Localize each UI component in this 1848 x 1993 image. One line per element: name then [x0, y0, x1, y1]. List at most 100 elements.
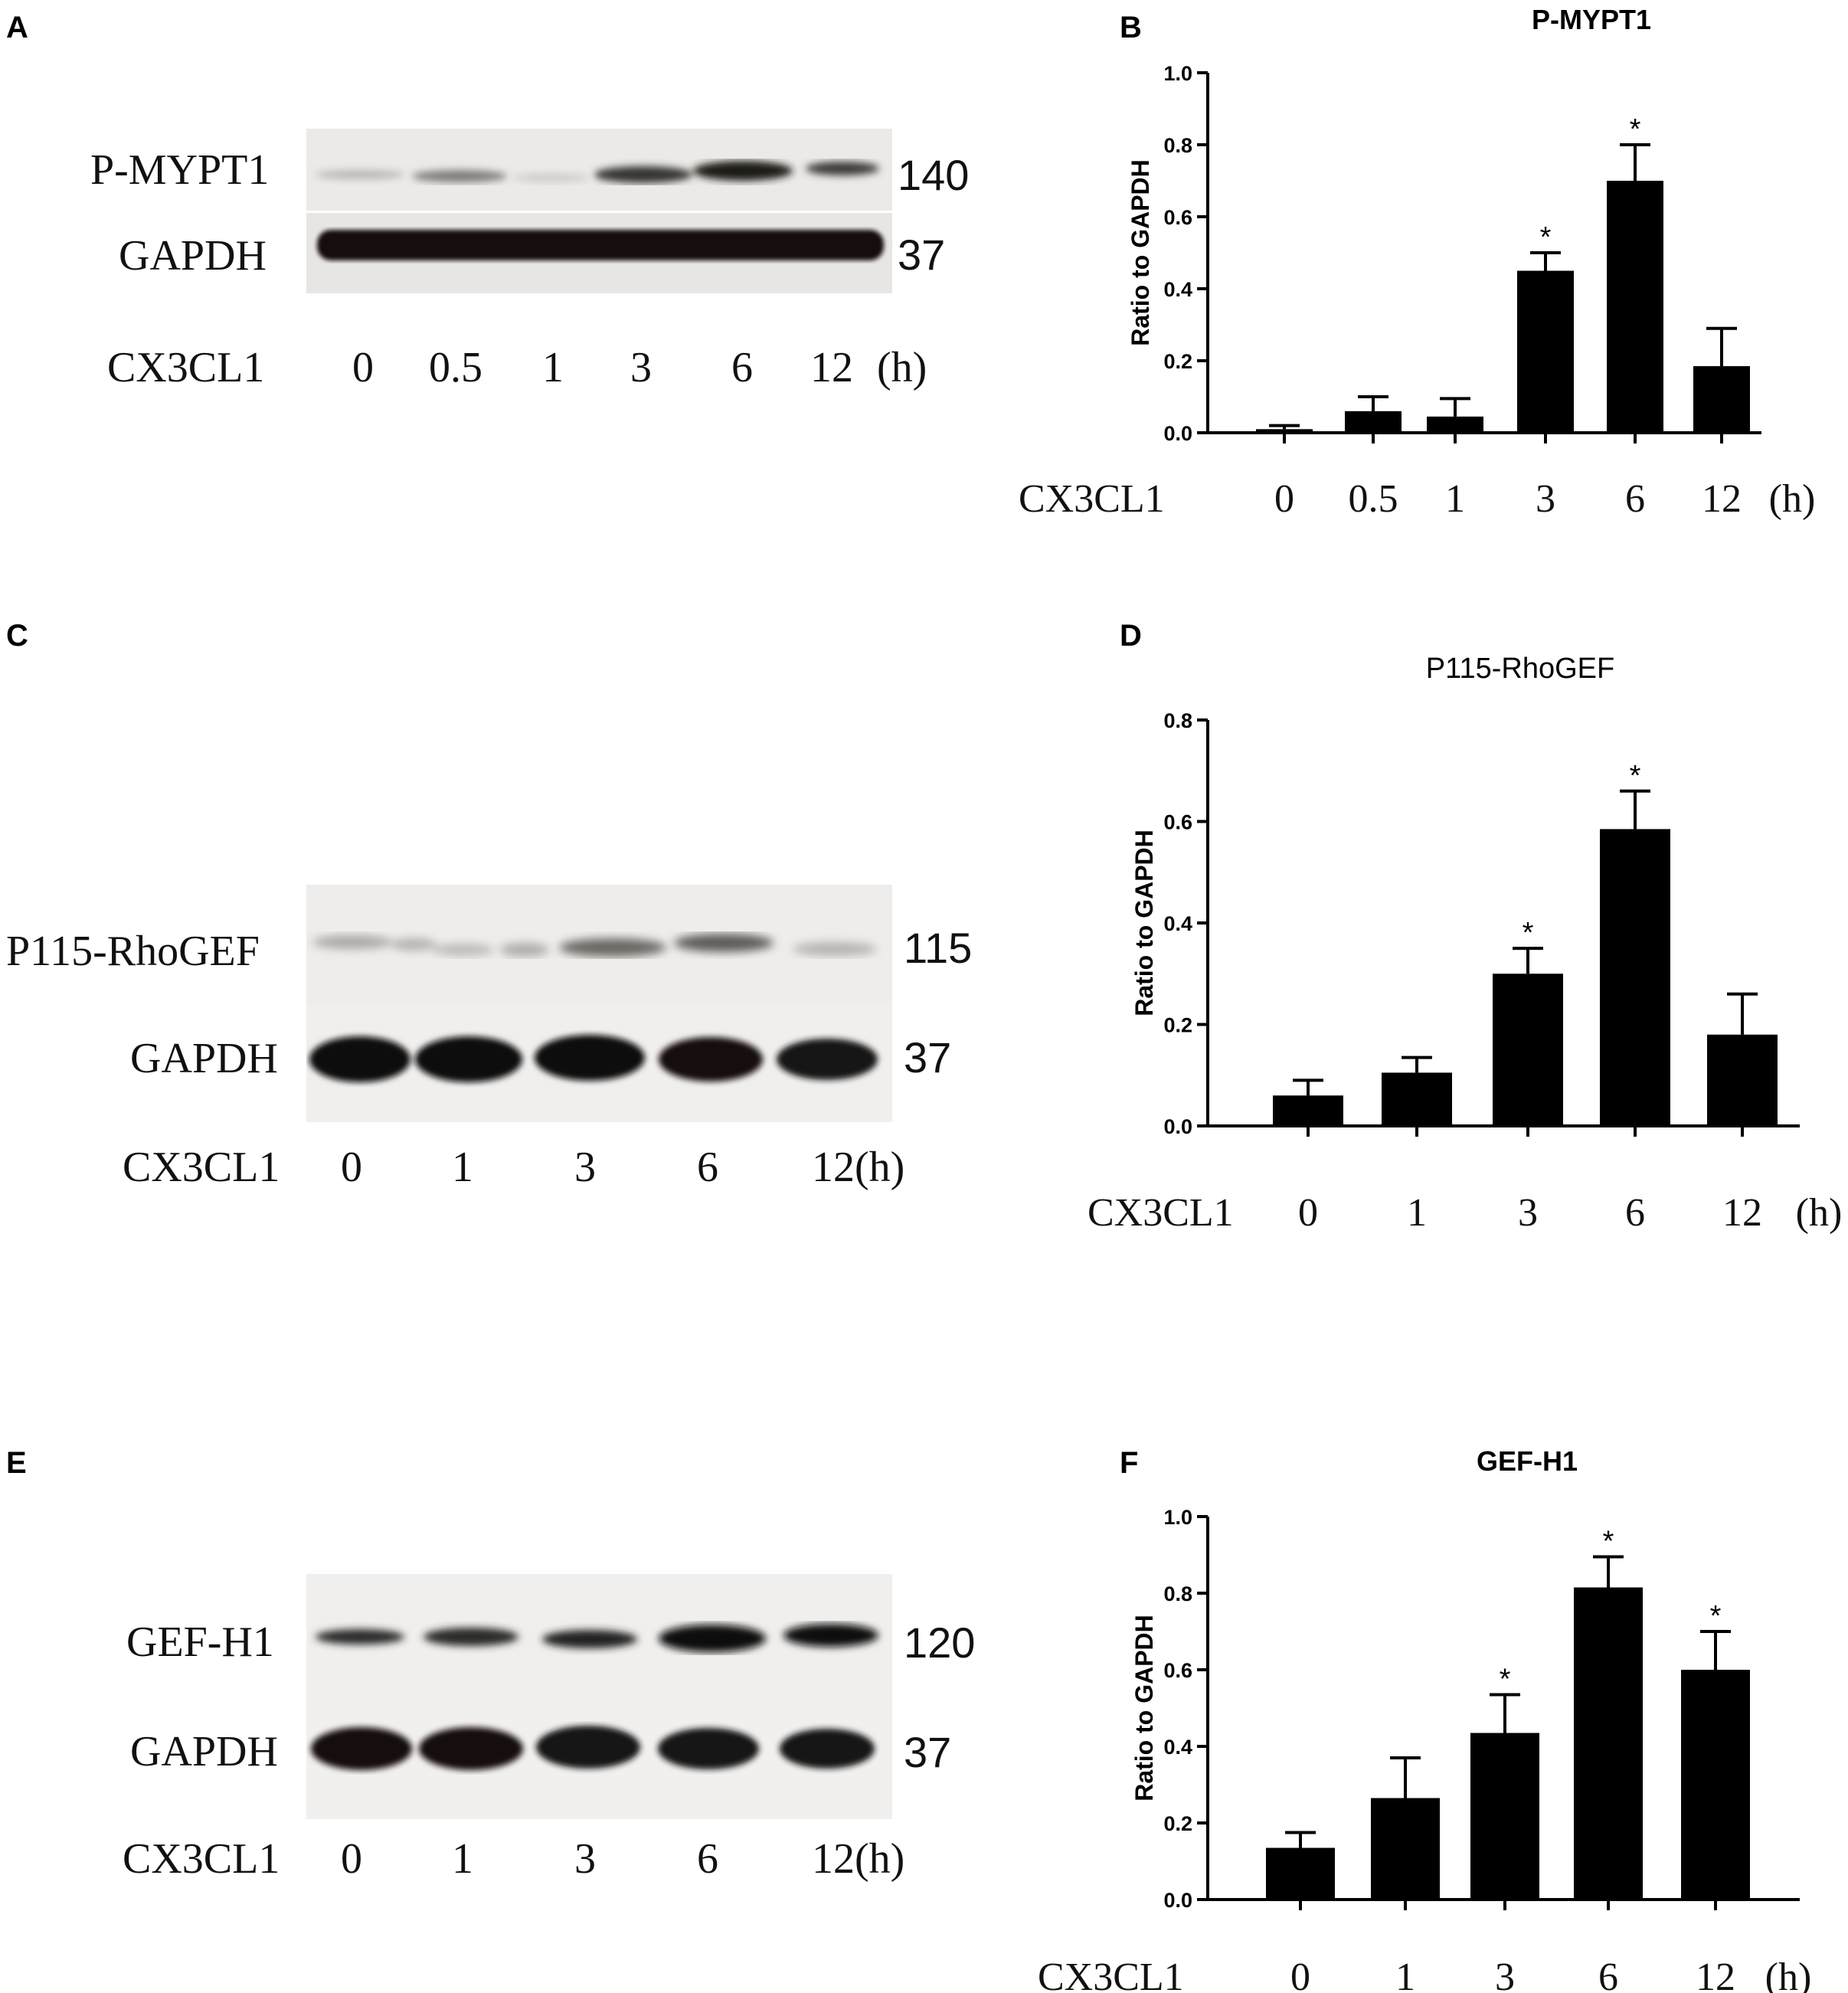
chart-f-x-category-label: 3: [1495, 1955, 1515, 1993]
chart-f-x-category-label: 0: [1290, 1955, 1310, 1993]
chart-d-y-tick-label: 0.6: [1163, 811, 1192, 834]
blot-a-unit: (h): [877, 344, 927, 391]
chart-d-x-category-label: 3: [1518, 1191, 1538, 1235]
blot-c-mw-115: 115: [904, 924, 973, 972]
chart-b-x-category-label: 3: [1536, 477, 1555, 521]
chart-d-y-tick-label: 0.2: [1163, 1014, 1192, 1037]
chart-b-title: P-MYPT1: [1532, 4, 1651, 35]
chart-d-x-category-label: 12: [1722, 1191, 1762, 1235]
blot-e-lane-12h: 12(h): [812, 1835, 905, 1883]
chart-f-significance-star: *: [1500, 1664, 1511, 1696]
blot-e-lane-0: 0: [341, 1835, 362, 1883]
chart-d-bar: [1382, 1072, 1452, 1126]
chart-f-bar: [1470, 1733, 1539, 1900]
chart-b-y-tick-label: 0.0: [1163, 422, 1192, 445]
chart-d-title: P115-RhoGEF: [1426, 653, 1614, 685]
chart-f-bar: [1574, 1587, 1643, 1900]
chart-f-y-tick-label: 0.6: [1163, 1659, 1192, 1682]
chart-b-significance-star: *: [1630, 113, 1641, 146]
chart-b-bar: [1256, 429, 1313, 433]
chart-d-y-label: Ratio to GAPDH: [1130, 830, 1158, 1016]
chart-b-x-category-label: 6: [1625, 477, 1645, 521]
chart-b-bar: [1345, 411, 1402, 433]
chart-b-y-tick-label: 0.6: [1163, 206, 1192, 229]
blot-e-treatment-label: CX3CL1: [123, 1835, 280, 1883]
chart-b-y-tick-label: 0.2: [1163, 350, 1192, 373]
blot-e-image: [306, 1574, 892, 1819]
chart-f-x-category-label: 12: [1696, 1955, 1735, 1993]
blot-e-lane-1: 1: [452, 1835, 473, 1883]
blot-c-lane-3: 3: [574, 1144, 596, 1191]
panel-letter-c: C: [6, 619, 28, 653]
blot-e-mw-37: 37: [904, 1728, 952, 1776]
chart-d-x-unit: (h): [1796, 1191, 1843, 1235]
blot-a-lane-1: 1: [542, 344, 564, 391]
blot-c-row-label-p115-rhogef: P115-RhoGEF: [6, 928, 260, 975]
blot-c-row-label-gapdh: GAPDH: [130, 1035, 278, 1082]
chart-d-x-category-label: 0: [1298, 1191, 1318, 1235]
chart-b-x-category-label: 12: [1702, 477, 1742, 521]
blot-e-lane-3: 3: [574, 1835, 596, 1883]
blot-a-row-label-pmypt1: P-MYPT1: [90, 146, 270, 194]
chart-b-y-tick-label: 1.0: [1163, 62, 1192, 85]
chart-f-x-label: CX3CL1: [1038, 1955, 1184, 1993]
chart-f-x-category-label: 1: [1395, 1955, 1415, 1993]
chart-f-significance-star: *: [1710, 1600, 1722, 1632]
chart-b-bar: [1693, 366, 1750, 433]
blot-c-lane-12h: 12(h): [812, 1144, 905, 1191]
chart-f-y-label: Ratio to GAPDH: [1130, 1615, 1158, 1802]
blot-a-row-label-gapdh: GAPDH: [119, 232, 267, 280]
chart-d-x-label: CX3CL1: [1088, 1191, 1234, 1235]
chart-b-y-tick-label: 0.8: [1163, 134, 1192, 157]
chart-f-x-unit: (h): [1765, 1955, 1812, 1993]
blot-a-mw-37: 37: [898, 231, 946, 279]
panel-letter-f: F: [1120, 1446, 1139, 1480]
chart-b-x-category-label: 0: [1274, 477, 1294, 521]
chart-d-bar: [1707, 1034, 1778, 1126]
blot-e-row-label-gef-h1: GEF-H1: [126, 1618, 274, 1666]
panel-letter-a: A: [6, 11, 28, 44]
chart-b-x-category-label: 0.5: [1349, 477, 1398, 521]
blot-a-treatment-label: CX3CL1: [107, 344, 265, 391]
blot-e-lane-6: 6: [697, 1835, 718, 1883]
blot-c-treatment-label: CX3CL1: [123, 1144, 280, 1191]
chart-d-bar: [1600, 829, 1670, 1126]
panel-letter-e: E: [6, 1446, 27, 1480]
chart-b-bar: [1517, 270, 1574, 433]
panel-letter-d: D: [1120, 619, 1142, 653]
chart-d-bar: [1273, 1095, 1343, 1126]
blot-a-lane-3: 3: [630, 344, 652, 391]
chart-b-y-label: Ratio to GAPDH: [1127, 159, 1154, 346]
blot-c-lane-0: 0: [341, 1144, 362, 1191]
blot-a-mw-140: 140: [898, 151, 970, 199]
blot-c-mw-37: 37: [904, 1033, 952, 1082]
blot-a-lane-0: 0: [352, 344, 374, 391]
chart-b-significance-star: *: [1540, 221, 1552, 254]
chart-b-bar: [1427, 416, 1483, 433]
chart-f-significance-star: *: [1603, 1526, 1614, 1558]
chart-f-bar: [1371, 1798, 1440, 1900]
chart-d-significance-star: *: [1523, 917, 1534, 949]
chart-d-y-tick-label: 0.0: [1163, 1115, 1192, 1138]
blot-c-image: [306, 885, 892, 1122]
blot-e-row-label-gapdh: GAPDH: [130, 1728, 278, 1775]
chart-b-bar: [1607, 181, 1663, 433]
chart-f-y-tick-label: 1.0: [1163, 1506, 1192, 1529]
blot-a-image: [306, 129, 892, 293]
chart-f-y-tick-label: 0.0: [1163, 1889, 1192, 1912]
chart-f-bar: [1681, 1670, 1750, 1900]
chart-f-x-category-label: 6: [1598, 1955, 1618, 1993]
chart-f-bar: [1266, 1847, 1335, 1900]
chart-b-x-unit: (h): [1769, 477, 1816, 521]
chart-d-bar: [1493, 974, 1563, 1126]
blot-a-lane-12: 12: [810, 344, 853, 391]
chart-f-y-tick-label: 0.4: [1163, 1736, 1192, 1759]
blot-c-lane-1: 1: [452, 1144, 473, 1191]
chart-f-y-tick-label: 0.8: [1163, 1582, 1192, 1605]
chart-d-y-tick-label: 0.4: [1163, 912, 1192, 935]
panel-letter-b: B: [1120, 11, 1142, 44]
chart-d-x-category-label: 6: [1625, 1191, 1645, 1235]
chart-d-significance-star: *: [1630, 760, 1641, 792]
chart-d-y-tick-label: 0.8: [1163, 709, 1192, 732]
